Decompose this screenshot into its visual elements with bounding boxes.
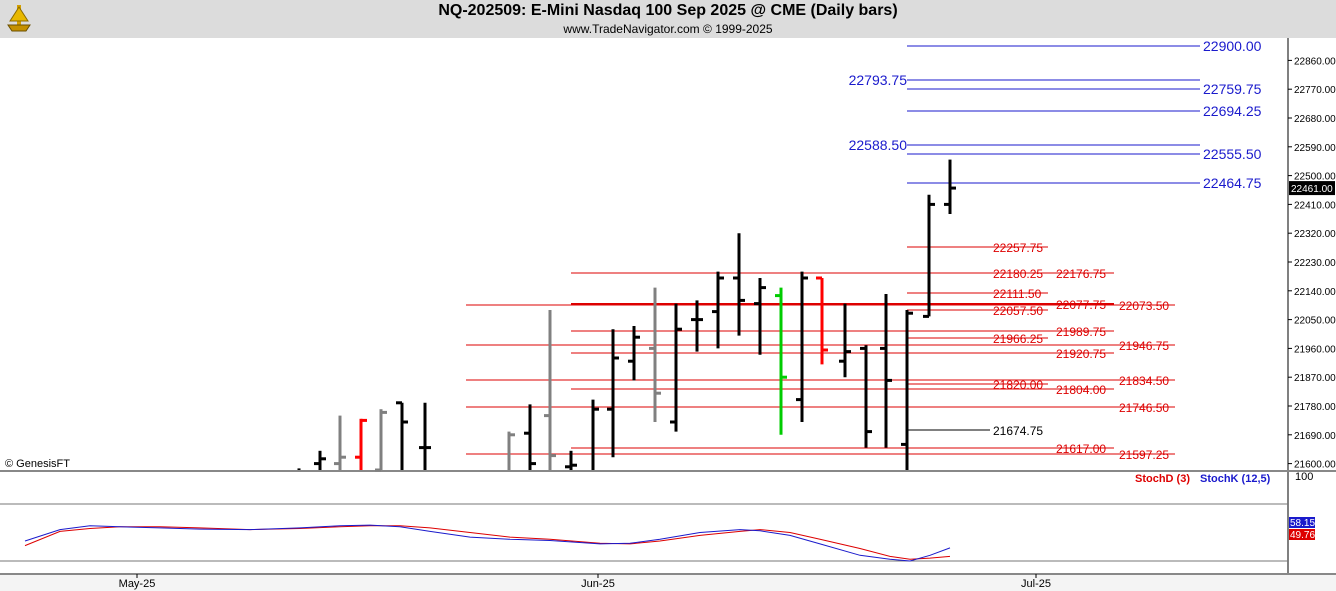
ohlc-bar — [860, 345, 872, 448]
price-level-label: 22793.75 — [849, 72, 908, 88]
stochd-value-box — [1289, 529, 1315, 540]
ohlc-bar — [591, 399, 599, 470]
price-axis: 22860.00 22770.00 22680.00 22590.00 22500.00… — [1288, 56, 1336, 471]
price-level-label: 21820.00 — [993, 378, 1043, 392]
ohlc-bar — [396, 401, 408, 470]
price-level-label: 22257.75 — [993, 241, 1043, 255]
ohlc-bar — [355, 418, 367, 470]
ohlc-bar — [670, 303, 682, 432]
ohlc-bar — [733, 233, 745, 336]
price-level-label: 22588.50 — [849, 137, 908, 153]
ohlc-bar — [565, 450, 577, 470]
last-price-box — [1289, 181, 1335, 196]
time-tick-label: May-25 — [119, 578, 156, 590]
stochk-value: 58.15 — [1290, 518, 1315, 529]
ohlc-bar — [712, 271, 724, 349]
ohlc-bar — [880, 294, 892, 448]
ohlc-bar — [944, 159, 956, 214]
ohlc-bar — [775, 287, 787, 435]
price-level-label: 21597.25 — [1119, 448, 1169, 462]
price-tick-label: 22230.00 — [1294, 258, 1336, 269]
trade-navigator-logo-icon — [4, 3, 34, 38]
legend-stochd: StochD (3) — [1135, 473, 1190, 485]
stochk-value-box — [1289, 517, 1315, 528]
chart-frame — [0, 38, 1336, 591]
price-level-label: 22111.50 — [993, 287, 1042, 301]
price-level-label: 21746.50 — [1119, 401, 1169, 415]
price-tick-label: 21960.00 — [1294, 344, 1336, 355]
stoch-series-line — [24, 525, 951, 560]
ohlc-bar — [507, 431, 515, 470]
ohlc-bar — [524, 404, 536, 470]
time-tick-label: Jun-25 — [581, 578, 615, 590]
ohlc-bar — [839, 303, 851, 378]
ohlc-bar — [544, 310, 556, 470]
price-level-label: 21946.75 — [1119, 339, 1169, 353]
price-tick-label: 22500.00 — [1294, 172, 1336, 183]
chart-subtitle: www.TradeNavigator.com © 1999-2025 — [563, 22, 773, 36]
price-level-label: 22759.75 — [1203, 81, 1262, 97]
price-tick-label: 22320.00 — [1294, 229, 1336, 240]
price-level-label: 22176.75 — [1056, 267, 1106, 281]
price-level-label: 22057.50 — [993, 304, 1043, 318]
price-level-label: 22073.50 — [1119, 299, 1169, 313]
time-axis-background — [0, 575, 1336, 591]
price-tick-label: 22860.00 — [1294, 56, 1336, 67]
ohlc-bar — [628, 326, 640, 381]
chart-title: NQ-202509: E-Mini Nasdaq 100 Sep 2025 @ … — [438, 2, 898, 19]
ohlc-bar — [334, 415, 346, 470]
watermark: © GenesisFT — [5, 458, 70, 470]
price-bars — [297, 159, 956, 472]
ohlc-bar — [796, 271, 808, 422]
ohlc-bar — [607, 329, 619, 458]
time-tick-label: Jul-25 — [1021, 578, 1051, 590]
stochd-value: 49.76 — [1290, 530, 1315, 541]
ohlc-bar — [314, 450, 326, 470]
price-level-label: 22900.00 — [1203, 38, 1262, 54]
last-price-label: 22461.00 — [1291, 184, 1333, 195]
price-level-label: 21834.50 — [1119, 374, 1169, 388]
ohlc-bar — [419, 402, 431, 470]
price-tick-label: 22590.00 — [1294, 143, 1336, 154]
legend-stochk: StochK (12,5) — [1200, 473, 1271, 485]
price-tick-label: 21780.00 — [1294, 402, 1336, 413]
price-tick-label: 22680.00 — [1294, 114, 1336, 125]
price-tick-label: 22770.00 — [1294, 85, 1336, 96]
price-tick-label: 21870.00 — [1294, 373, 1336, 384]
price-tick-label: 22140.00 — [1294, 287, 1336, 298]
price-tick-label: 21690.00 — [1294, 431, 1336, 442]
price-level-label: 22694.25 — [1203, 103, 1262, 119]
price-level-label: 21966.25 — [993, 332, 1043, 346]
ohlc-bar — [923, 194, 935, 318]
price-tick-label: 22050.00 — [1294, 316, 1336, 327]
price-level-label: 21674.75 — [993, 424, 1043, 438]
price-tick-label: 22410.00 — [1294, 200, 1336, 211]
stoch-series-line — [24, 524, 951, 562]
price-tick-label: 21600.00 — [1294, 460, 1336, 471]
ohlc-bar — [754, 278, 766, 355]
price-level-label: 22180.25 — [993, 267, 1043, 281]
price-level-label: 21804.00 — [1056, 383, 1106, 397]
price-levels: 22900.00 22793.75 22759.75 22694.25 22588.50… — [466, 38, 1262, 462]
chart-header — [0, 0, 1336, 38]
price-level-label: 21989.75 — [1056, 325, 1106, 339]
time-axis: May-25 Jun-25 Jul-25 — [119, 574, 1051, 590]
price-level-label: 22464.75 — [1203, 175, 1262, 191]
ohlc-bar — [649, 287, 661, 422]
ohlc-bar — [816, 276, 828, 365]
stoch-axis-label: 100 — [1295, 471, 1313, 483]
price-level-label: 22555.50 — [1203, 146, 1262, 162]
price-level-label: 21920.75 — [1056, 347, 1106, 361]
ohlc-bar — [375, 409, 387, 472]
ohlc-bar — [901, 310, 913, 470]
ohlc-bar — [691, 300, 703, 352]
price-level-label: 21617.00 — [1056, 442, 1106, 456]
